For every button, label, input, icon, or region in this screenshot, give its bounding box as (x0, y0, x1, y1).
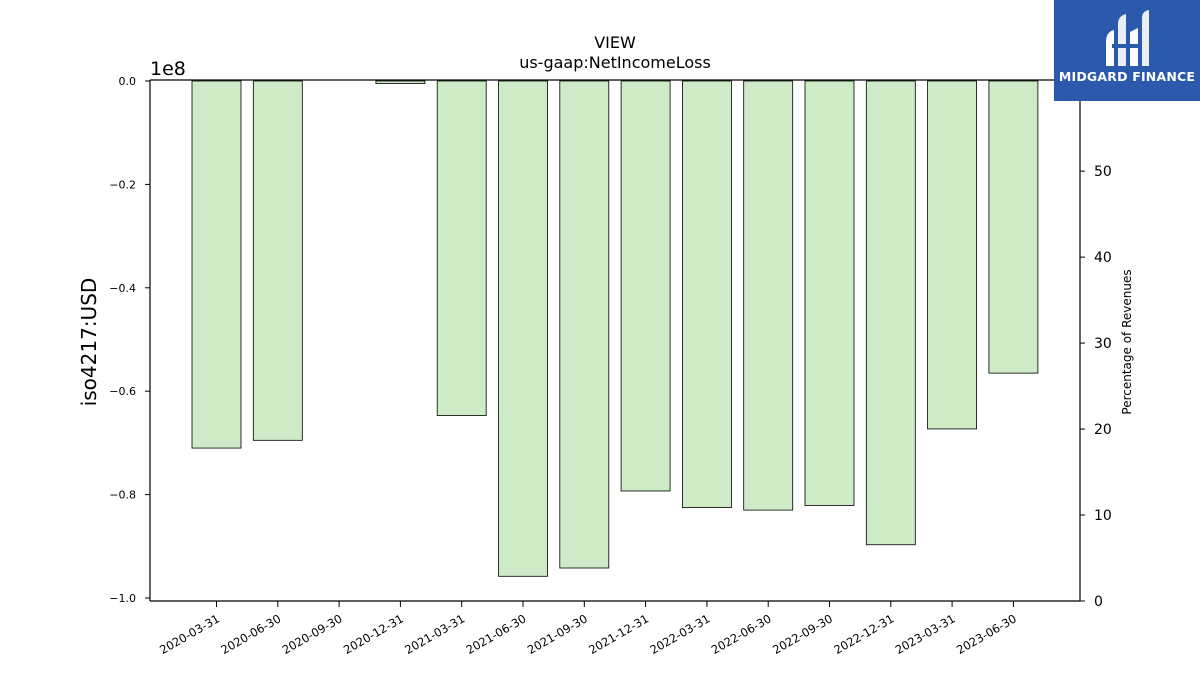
x-tick-label: 2022-12-31 (831, 611, 896, 657)
x-tick-label: 2021-06-30 (464, 611, 529, 657)
bar-2022-09-30 (804, 80, 855, 506)
bar-2021-09-30 (559, 80, 610, 569)
bar-2023-06-30 (988, 80, 1039, 374)
bar-2023-03-31 (927, 80, 977, 430)
x-tick-label: 2020-03-31 (157, 611, 222, 657)
x-tick-label: 2021-09-30 (525, 611, 590, 657)
bar-2021-03-31 (436, 80, 487, 416)
y2-tick-label: 20 (1094, 422, 1112, 438)
bar-2022-12-31 (865, 80, 916, 546)
x-tick-label: 2021-03-31 (402, 611, 467, 657)
y2-tick-label: 40 (1094, 250, 1112, 266)
chart-subtitle: us-gaap:NetIncomeLoss (519, 53, 711, 72)
x-tick-label: 2023-06-30 (954, 611, 1019, 657)
x-tick-label: 2020-12-31 (341, 611, 406, 657)
x-tick-label: 2023-03-31 (893, 611, 958, 657)
y-tick-label: −0.4 (109, 282, 136, 295)
logo-text: MIDGARD FINANCE (1058, 69, 1196, 84)
y2-tick-label: 0 (1094, 594, 1103, 610)
y2-axis-label: Percentage of Revenues (1120, 269, 1134, 414)
bars-group (191, 80, 1039, 577)
x-tick-label: 2022-06-30 (709, 611, 774, 657)
y-axis-label: iso4217:USD (77, 278, 101, 407)
bar-2020-06-30 (252, 80, 303, 441)
bar-2022-03-31 (682, 80, 732, 508)
bar-2021-12-31 (620, 80, 671, 492)
bar-2022-06-30 (743, 80, 794, 511)
bar-2021-06-30 (498, 80, 548, 577)
chart-title: VIEW (594, 33, 636, 52)
y-tick-label: −0.6 (109, 385, 136, 398)
y2-tick-label: 30 (1094, 336, 1112, 352)
y2-tick-label: 50 (1094, 164, 1112, 180)
x-tick-label: 2021-12-31 (586, 611, 651, 657)
bar-2020-12-31 (375, 80, 426, 84)
y-tick-label: −0.8 (109, 489, 136, 502)
midgard-finance-logo: MIDGARD FINANCE (1054, 0, 1200, 101)
y2-tick-label: 10 (1094, 508, 1112, 524)
x-tick-label: 2022-03-31 (648, 611, 713, 657)
y-tick-label: −1.0 (109, 592, 136, 605)
x-tick-label: 2022-09-30 (770, 611, 835, 657)
x-tick-label: 2020-09-30 (280, 611, 345, 657)
logo-mark-icon (1106, 10, 1149, 66)
y-tick-label: −0.2 (109, 178, 136, 191)
y-axis-offset-label: 1e8 (150, 58, 186, 80)
x-tick-label: 2020-06-30 (218, 611, 283, 657)
bar-2020-03-31 (191, 80, 242, 449)
y-tick-label: 0.0 (119, 75, 137, 88)
